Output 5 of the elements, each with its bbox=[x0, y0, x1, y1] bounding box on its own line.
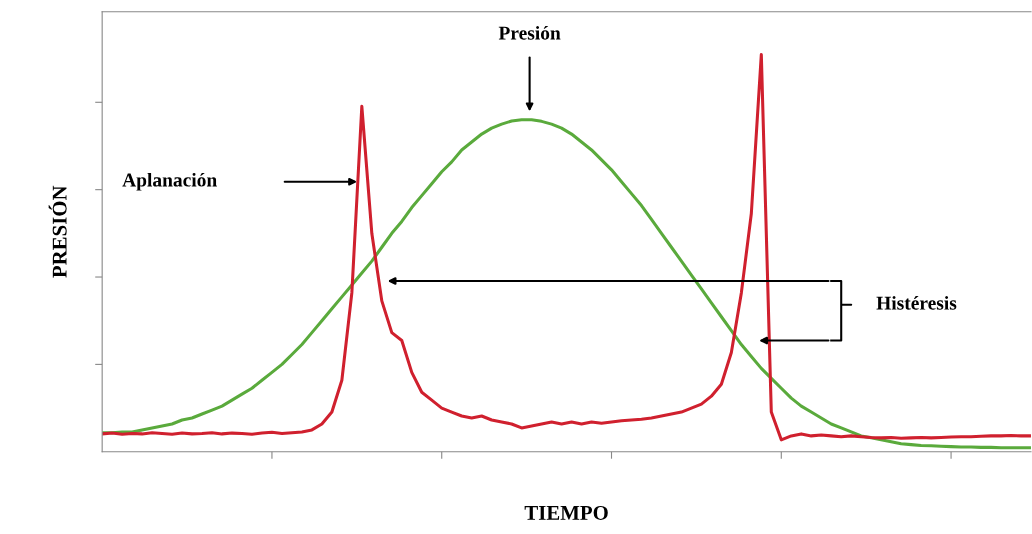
annotation: Aplanación bbox=[122, 172, 217, 191]
annotation: Histéresis bbox=[876, 295, 957, 310]
text: Presión bbox=[498, 25, 561, 40]
y-axis-title: PRESIÓN bbox=[48, 185, 67, 278]
x-axis-title: TIEMPO bbox=[524, 505, 608, 520]
